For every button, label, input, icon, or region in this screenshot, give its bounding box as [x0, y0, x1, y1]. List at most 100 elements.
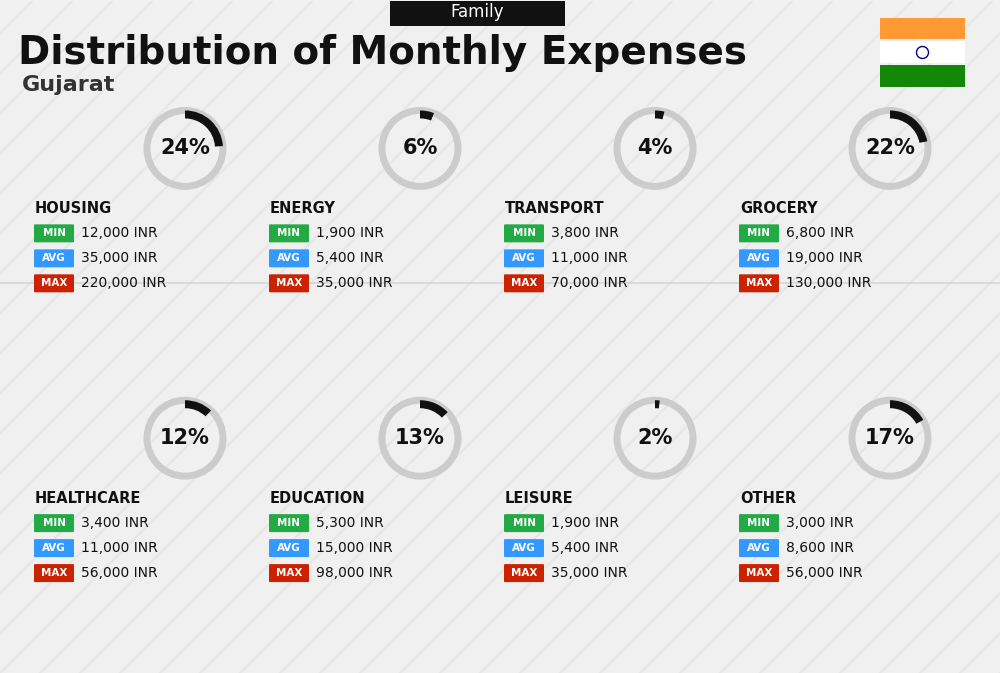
Text: 19,000 INR: 19,000 INR	[786, 251, 863, 265]
Text: AVG: AVG	[747, 543, 771, 553]
Text: MIN: MIN	[512, 228, 536, 238]
FancyBboxPatch shape	[269, 539, 309, 557]
Text: ENERGY: ENERGY	[270, 201, 336, 216]
Text: 15,000 INR: 15,000 INR	[316, 541, 393, 555]
Text: 3,400 INR: 3,400 INR	[81, 516, 149, 530]
Text: MIN: MIN	[748, 518, 770, 528]
Text: MIN: MIN	[42, 228, 66, 238]
Text: MIN: MIN	[512, 518, 536, 528]
Text: 6,800 INR: 6,800 INR	[786, 226, 854, 240]
FancyBboxPatch shape	[880, 17, 965, 40]
Text: 35,000 INR: 35,000 INR	[316, 277, 392, 290]
FancyBboxPatch shape	[269, 514, 309, 532]
Text: 56,000 INR: 56,000 INR	[81, 566, 158, 580]
Text: MAX: MAX	[41, 279, 67, 288]
Text: 8,600 INR: 8,600 INR	[786, 541, 854, 555]
FancyBboxPatch shape	[504, 539, 544, 557]
Text: 12%: 12%	[160, 428, 210, 448]
Text: 220,000 INR: 220,000 INR	[81, 277, 166, 290]
Text: MAX: MAX	[511, 568, 537, 578]
Text: Distribution of Monthly Expenses: Distribution of Monthly Expenses	[18, 34, 747, 73]
Text: MAX: MAX	[276, 279, 302, 288]
Text: 24%: 24%	[160, 139, 210, 158]
FancyBboxPatch shape	[269, 224, 309, 242]
Text: MAX: MAX	[511, 279, 537, 288]
FancyBboxPatch shape	[269, 275, 309, 292]
Text: HOUSING: HOUSING	[35, 201, 112, 216]
Text: MAX: MAX	[41, 568, 67, 578]
FancyBboxPatch shape	[880, 42, 965, 63]
Text: MIN: MIN	[748, 228, 770, 238]
FancyBboxPatch shape	[504, 564, 544, 582]
Text: TRANSPORT: TRANSPORT	[505, 201, 605, 216]
Text: 3,800 INR: 3,800 INR	[551, 226, 619, 240]
Text: 2%: 2%	[637, 428, 673, 448]
Text: OTHER: OTHER	[740, 491, 796, 505]
Text: 11,000 INR: 11,000 INR	[81, 541, 158, 555]
FancyBboxPatch shape	[739, 275, 779, 292]
Wedge shape	[420, 400, 448, 418]
Text: 70,000 INR: 70,000 INR	[551, 277, 628, 290]
FancyBboxPatch shape	[504, 249, 544, 267]
Text: 17%: 17%	[865, 428, 915, 448]
FancyBboxPatch shape	[739, 539, 779, 557]
Wedge shape	[890, 110, 927, 143]
Wedge shape	[185, 110, 223, 147]
Wedge shape	[890, 400, 923, 424]
Text: MAX: MAX	[746, 279, 772, 288]
Text: 5,400 INR: 5,400 INR	[316, 251, 384, 265]
FancyBboxPatch shape	[739, 224, 779, 242]
FancyBboxPatch shape	[504, 514, 544, 532]
FancyBboxPatch shape	[34, 224, 74, 242]
Text: GROCERY: GROCERY	[740, 201, 818, 216]
Text: 12,000 INR: 12,000 INR	[81, 226, 158, 240]
Text: AVG: AVG	[512, 543, 536, 553]
Text: MAX: MAX	[746, 568, 772, 578]
Text: AVG: AVG	[277, 543, 301, 553]
FancyBboxPatch shape	[34, 249, 74, 267]
FancyBboxPatch shape	[504, 275, 544, 292]
Text: 35,000 INR: 35,000 INR	[81, 251, 158, 265]
Text: HEALTHCARE: HEALTHCARE	[35, 491, 141, 505]
Text: 5,300 INR: 5,300 INR	[316, 516, 384, 530]
FancyBboxPatch shape	[739, 249, 779, 267]
Text: 11,000 INR: 11,000 INR	[551, 251, 628, 265]
Text: 4%: 4%	[637, 139, 673, 158]
FancyBboxPatch shape	[390, 0, 565, 26]
Text: AVG: AVG	[512, 253, 536, 263]
Text: AVG: AVG	[42, 543, 66, 553]
Text: AVG: AVG	[747, 253, 771, 263]
Text: AVG: AVG	[277, 253, 301, 263]
Text: 1,900 INR: 1,900 INR	[551, 516, 619, 530]
Wedge shape	[655, 110, 664, 119]
FancyBboxPatch shape	[34, 564, 74, 582]
FancyBboxPatch shape	[34, 275, 74, 292]
Text: 56,000 INR: 56,000 INR	[786, 566, 863, 580]
Text: 98,000 INR: 98,000 INR	[316, 566, 393, 580]
Text: 22%: 22%	[865, 139, 915, 158]
Text: 5,400 INR: 5,400 INR	[551, 541, 619, 555]
Text: 6%: 6%	[402, 139, 438, 158]
FancyBboxPatch shape	[34, 514, 74, 532]
Wedge shape	[655, 400, 660, 409]
FancyBboxPatch shape	[739, 514, 779, 532]
FancyBboxPatch shape	[269, 564, 309, 582]
Text: MIN: MIN	[278, 228, 300, 238]
Wedge shape	[420, 110, 434, 120]
Text: 1,900 INR: 1,900 INR	[316, 226, 384, 240]
FancyBboxPatch shape	[504, 224, 544, 242]
FancyBboxPatch shape	[269, 249, 309, 267]
Text: MAX: MAX	[276, 568, 302, 578]
FancyBboxPatch shape	[739, 564, 779, 582]
Text: MIN: MIN	[278, 518, 300, 528]
Text: MIN: MIN	[42, 518, 66, 528]
Text: 13%: 13%	[395, 428, 445, 448]
Text: Gujarat: Gujarat	[22, 75, 115, 96]
Text: EDUCATION: EDUCATION	[270, 491, 366, 505]
Wedge shape	[185, 400, 211, 417]
FancyBboxPatch shape	[880, 65, 965, 87]
Text: Family: Family	[451, 3, 504, 20]
FancyBboxPatch shape	[34, 539, 74, 557]
Text: 130,000 INR: 130,000 INR	[786, 277, 871, 290]
Text: 35,000 INR: 35,000 INR	[551, 566, 628, 580]
